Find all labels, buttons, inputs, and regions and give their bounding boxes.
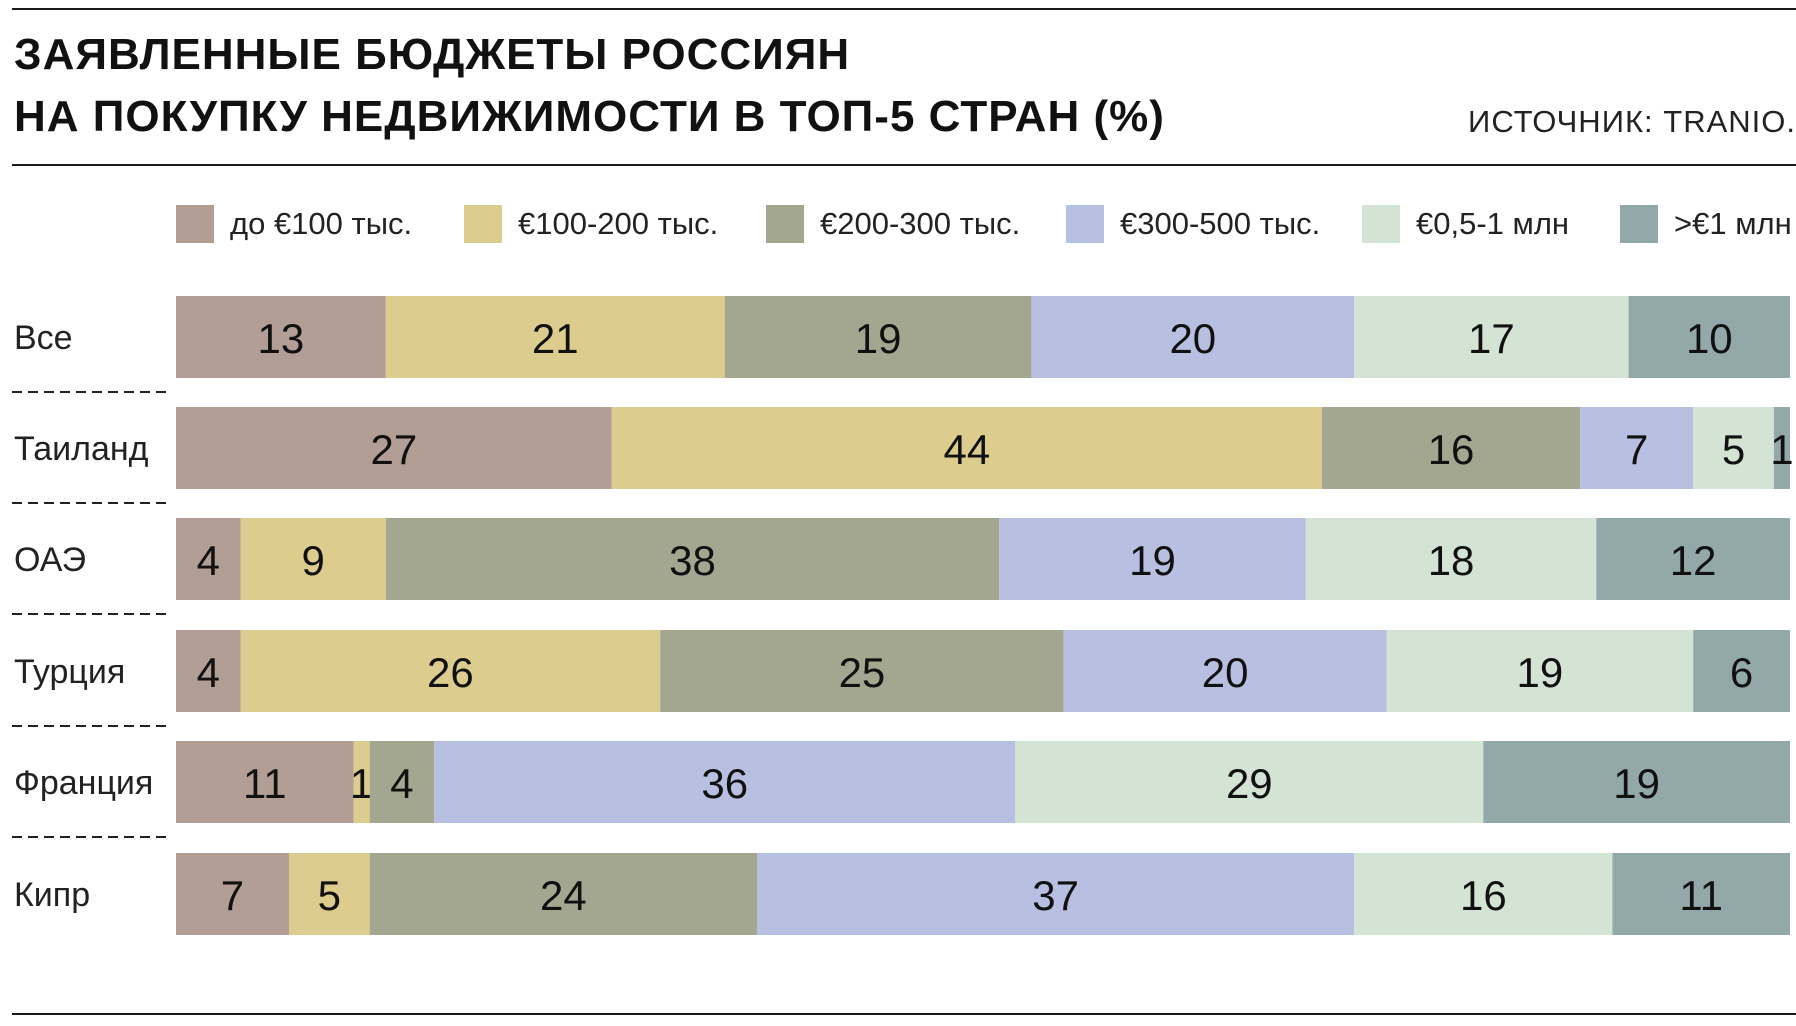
bar-segment xyxy=(611,407,1322,489)
row-label: Таиланд xyxy=(14,430,149,468)
bar-segment xyxy=(288,853,370,935)
bar-segment xyxy=(369,741,435,823)
bar-segment xyxy=(1612,853,1790,935)
value-label: 11 xyxy=(1679,872,1723,919)
value-label: 25 xyxy=(839,649,886,696)
value-label: 5 xyxy=(1722,426,1745,473)
bar-segment xyxy=(176,296,386,378)
bar-segment xyxy=(1773,407,1790,489)
value-label: 20 xyxy=(1202,649,1249,696)
value-label: 26 xyxy=(427,649,474,696)
bar-segment xyxy=(353,741,370,823)
value-label: 1 xyxy=(1770,426,1793,473)
top-rule xyxy=(12,8,1796,10)
value-label: 4 xyxy=(197,649,220,696)
value-label: 21 xyxy=(532,315,579,362)
value-label: 13 xyxy=(258,315,305,362)
bar-segment xyxy=(1693,630,1790,712)
bar-segment xyxy=(434,741,1016,823)
value-label: 36 xyxy=(701,760,748,807)
bar-segment xyxy=(1031,296,1355,378)
row-label: ОАЭ xyxy=(14,541,86,579)
row-label: Все xyxy=(14,319,73,357)
bar-segment xyxy=(1386,630,1694,712)
value-label: 19 xyxy=(1129,537,1176,584)
value-label: 18 xyxy=(1428,537,1475,584)
value-label: 24 xyxy=(540,872,587,919)
bar-segment xyxy=(1596,518,1790,600)
value-label: 20 xyxy=(1169,315,1216,362)
value-label: 27 xyxy=(371,426,418,473)
bar-segment xyxy=(176,407,612,489)
bar-segment xyxy=(176,741,354,823)
chart-title-line-2: НА ПОКУПКУ НЕДВИЖИМОСТИ В ТОП-5 СТРАН (%… xyxy=(14,92,1165,141)
bar-segment xyxy=(176,853,289,935)
bar-segment xyxy=(1693,407,1774,489)
bar-segment xyxy=(1321,407,1581,489)
bar-segment xyxy=(385,296,725,378)
value-label: 12 xyxy=(1670,537,1717,584)
bar-segment xyxy=(1354,296,1629,378)
bar-segment xyxy=(999,518,1306,600)
value-label: 4 xyxy=(197,537,220,584)
bottom-rule xyxy=(12,1013,1796,1015)
bar-segment xyxy=(176,630,241,712)
row-label: Кипр xyxy=(14,876,90,914)
row-label: Франция xyxy=(14,764,153,802)
value-label: 4 xyxy=(390,760,413,807)
bar-segment xyxy=(757,853,1355,935)
bar-segment xyxy=(1483,741,1790,823)
value-label: 5 xyxy=(318,872,341,919)
bar-segment xyxy=(176,518,241,600)
value-label: 37 xyxy=(1032,872,1079,919)
bar-segment xyxy=(1063,630,1387,712)
bar-segment xyxy=(1354,853,1613,935)
bar-segment xyxy=(724,296,1032,378)
value-label: 16 xyxy=(1460,872,1507,919)
chart-title-line-1: ЗАЯВЛЕННЫЕ БЮДЖЕТЫ РОССИЯН xyxy=(14,30,851,79)
bar-segment xyxy=(385,518,1000,600)
value-label: 19 xyxy=(855,315,902,362)
bar-segment xyxy=(369,853,758,935)
header-rule xyxy=(12,164,1796,166)
source-note: ИСТОЧНИК: TRANIO. xyxy=(1468,104,1796,139)
bar-segment xyxy=(1015,741,1484,823)
value-label: 16 xyxy=(1428,426,1475,473)
bar-segment xyxy=(1628,296,1790,378)
value-label: 29 xyxy=(1226,760,1273,807)
value-label: 7 xyxy=(1625,426,1648,473)
value-label: 19 xyxy=(1516,649,1563,696)
bar-segment xyxy=(240,630,661,712)
value-label: 11 xyxy=(243,760,287,807)
bar-segment xyxy=(1580,407,1694,489)
bar-segment xyxy=(660,630,1064,712)
value-label: 7 xyxy=(221,872,244,919)
value-label: 19 xyxy=(1613,760,1660,807)
value-label: 1 xyxy=(350,760,373,807)
value-label: 44 xyxy=(944,426,991,473)
value-label: 10 xyxy=(1686,315,1733,362)
value-label: 6 xyxy=(1730,649,1753,696)
value-label: 17 xyxy=(1468,315,1515,362)
bar-segment xyxy=(240,518,386,600)
row-label: Турция xyxy=(14,653,125,691)
bar-segment xyxy=(1305,518,1597,600)
value-label: 38 xyxy=(669,537,716,584)
value-label: 9 xyxy=(302,537,325,584)
